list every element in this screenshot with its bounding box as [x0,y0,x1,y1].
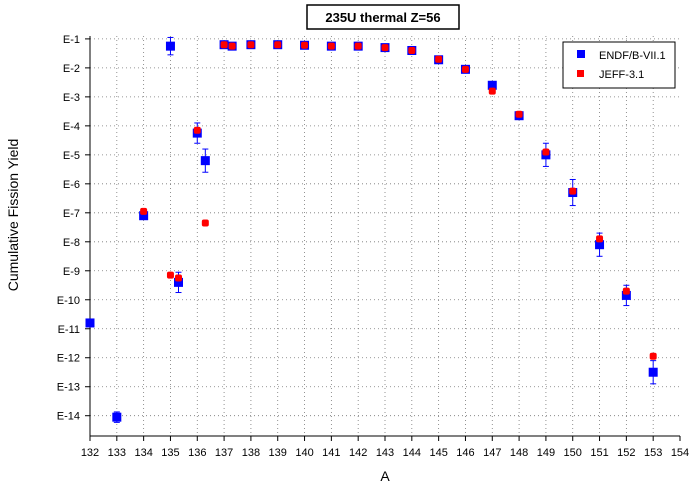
title-frame [306,4,460,30]
data-point [274,41,282,49]
y-tick-label: E-8 [63,237,80,249]
data-point [228,42,236,50]
data-point [220,41,228,49]
data-point [487,80,497,90]
legend-marker-endf [577,50,585,58]
grid-lines [90,36,680,436]
axes: 132 133 134 135 136 137 138 139 140 141 142 143 144 1… [57,34,689,459]
x-tick-label: 154 [671,447,689,459]
y-tick-label: E-4 [63,121,80,133]
legend-marker-jeff [577,70,584,77]
data-point [247,41,255,49]
data-point [174,277,183,287]
x-tick-label: 153 [644,447,662,459]
data-point [85,318,95,328]
x-tick-label: 144 [403,447,421,459]
data-point [301,41,309,49]
data-point [139,211,149,221]
data-point [140,207,148,215]
legend-label-jeff: JEFF-3.1 [599,69,644,81]
data-point [515,110,523,118]
data-point [408,46,416,54]
legend: ENDF/B-VII.1 JEFF-3.1 [562,41,676,89]
data-point [166,271,174,279]
data-point [112,412,122,422]
y-tick-label: E-13 [57,382,80,394]
y-tick-label: E-5 [63,150,80,162]
series-layer [85,36,658,423]
data-point [354,42,362,50]
x-tick-label: 145 [429,447,447,459]
data-point [542,148,550,156]
x-tick-label: 148 [510,447,528,459]
x-tick-label: 143 [376,447,394,459]
data-point [201,219,209,227]
y-tick-label: E-9 [63,266,80,278]
data-point [488,87,496,95]
x-tick-label: 150 [564,447,582,459]
y-tick-label: E-10 [57,295,80,307]
x-tick-label: 133 [108,447,126,459]
x-tick-label: 142 [349,447,367,459]
series-1 [140,41,657,360]
x-axis-label: A [380,468,390,484]
x-tick-label: 135 [161,447,179,459]
x-tick-label: 151 [590,447,608,459]
data-point [648,367,658,377]
chart-title-box: 235U thermal Z=56 [306,4,460,30]
data-point [622,287,630,295]
data-point [649,352,657,360]
data-point [327,42,335,50]
x-tick-label: 136 [188,447,206,459]
data-point [595,240,605,250]
y-tick-label: E-6 [63,179,80,191]
x-tick-label: 132 [81,447,99,459]
x-tick-label: 139 [269,447,287,459]
x-tick-label: 141 [322,447,340,459]
y-tick-label: E-12 [57,353,80,365]
chart-title: 235U thermal Z=56 [325,10,440,25]
legend-label-endf: ENDF/B-VII.1 [599,50,666,62]
x-tick-label: 140 [295,447,313,459]
x-tick-label: 152 [617,447,635,459]
x-tick-label: 138 [242,447,260,459]
y-tick-label: E-14 [57,411,80,423]
y-tick-label: E-2 [63,63,80,75]
y-tick-label: E-7 [63,208,80,220]
y-tick-label: E-3 [63,92,80,104]
data-point [435,55,443,63]
y-axis-label: Cumulative Fission Yield [5,139,21,292]
y-tick-label: E-1 [63,34,80,46]
y-tick-label: E-11 [58,324,80,336]
data-point [596,235,604,243]
data-point [165,41,175,51]
x-tick-label: 147 [483,447,501,459]
x-tick-label: 146 [456,447,474,459]
x-tick-label: 137 [215,447,233,459]
data-point [569,187,577,195]
data-point [193,126,201,134]
data-point [621,290,631,300]
x-tick-label: 134 [134,447,152,459]
x-tick-label: 149 [537,447,555,459]
data-point [200,156,210,166]
data-point [175,274,182,282]
data-point [461,65,469,73]
legend-frame [562,41,676,89]
data-point [381,44,389,52]
